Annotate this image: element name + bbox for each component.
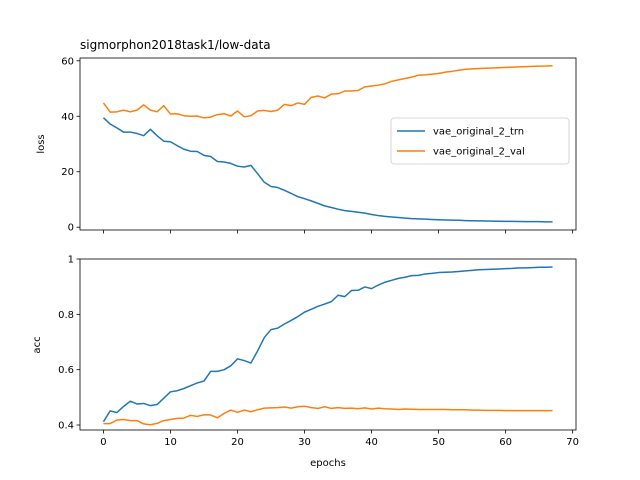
x-tick-label: 30 (298, 437, 311, 448)
x-tick-label: 40 (365, 437, 378, 448)
y-tick-label: 0.8 (58, 310, 74, 321)
legend-label-vae_original_2_val: vae_original_2_val (433, 147, 525, 158)
loss-axis-label: loss (36, 134, 47, 153)
axes-frame (79, 258, 577, 431)
y-tick-label: 40 (61, 112, 74, 123)
y-tick-label: 0.6 (58, 365, 74, 376)
acc-axis-label: acc (32, 336, 43, 353)
x-tick-label: 50 (432, 437, 445, 448)
acc-panel: 0.40.60.810 10 20 30 40 50 60 70 (58, 255, 579, 449)
y-tick-label: 0 (68, 223, 74, 234)
x-tick-label: 0 (100, 437, 106, 448)
x-tick-label: 10 (164, 437, 177, 448)
x-axis-label: epochs (310, 458, 346, 469)
series-line-vae_original_2_val (102, 65, 553, 119)
y-tick-label: 1 (68, 255, 74, 266)
series-line-vae_original_2_val (103, 405, 553, 426)
loss-panel: 0204060vae_original_2_trnvae_original_2_… (61, 56, 577, 234)
y-tick-label: 60 (61, 56, 74, 67)
legend: vae_original_2_trn vae_original_2_val (390, 117, 570, 165)
series-line-vae_original_2_trn (102, 117, 553, 223)
x-tick-label: 70 (566, 437, 579, 448)
y-tick-label: 0.4 (58, 421, 74, 432)
legend-box (390, 117, 570, 165)
axes-frame (79, 57, 577, 231)
x-tick-label: 20 (231, 437, 244, 448)
chart-title: sigmorphon2018task1/low-data (80, 38, 271, 52)
series-line-vae_original_2_trn (102, 266, 553, 423)
x-tick-label: 60 (499, 437, 512, 448)
legend-label-vae_original_2_trn: vae_original_2_trn (433, 127, 524, 138)
y-tick-label: 20 (61, 167, 74, 178)
